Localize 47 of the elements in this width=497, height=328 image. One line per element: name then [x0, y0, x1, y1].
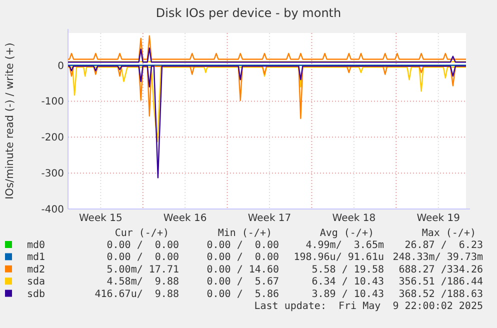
line-series — [67, 47, 467, 63]
text: 0.00 / 5.86 — [206, 288, 279, 300]
text: 368.52 /188.63 — [398, 288, 483, 300]
text: 0.00 / 0.00 — [106, 252, 179, 264]
text: Last update: Fri May 9 22:00:02 2025 — [254, 301, 483, 312]
chart-title: Disk IOs per device - by month — [156, 6, 342, 20]
text: 5.00m/ 17.71 — [106, 264, 179, 276]
text: 0.00 / 0.00 — [206, 252, 279, 264]
y-tick-label: -400 — [41, 204, 64, 216]
text: 3.89 / 10.43 — [312, 288, 384, 300]
legend-label: md1 — [27, 252, 46, 264]
y-tick-label: -300 — [41, 168, 64, 180]
x-tick-label: Week 17 — [248, 213, 292, 224]
text: Min (-/+) — [218, 228, 272, 239]
y-tick-label: -200 — [41, 132, 64, 144]
text: 0.00 / 0.00 — [106, 240, 179, 251]
y-axis-title: IOs/minute read (-) / write (+) — [4, 42, 16, 200]
x-tick-label: Week 19 — [416, 213, 460, 224]
legend-label: md2 — [27, 264, 46, 276]
text: 0.00 / 0.00 — [206, 240, 279, 251]
legend-label: md0 — [27, 240, 46, 251]
line-series — [67, 66, 467, 142]
text: 5.58 / 19.58 — [312, 264, 384, 276]
y-tick-label: -100 — [41, 96, 64, 108]
text: 356.51 /186.44 — [398, 276, 483, 288]
text: 688.27 /334.26 — [398, 264, 483, 276]
y-tick-label: 0 — [58, 60, 64, 72]
legend-label: sda — [27, 276, 46, 288]
text: Cur (-/+) — [114, 228, 169, 239]
text: 248.33m/ 39.73m — [392, 252, 483, 264]
text: Max (-/+) — [422, 228, 476, 239]
text: 416.67u/ 9.88 — [94, 288, 179, 300]
text: 4.58m/ 9.88 — [106, 276, 179, 288]
x-tick-label: Week 15 — [79, 213, 122, 224]
text: 0.00 / 14.60 — [206, 264, 279, 276]
text: 4.99m/ 3.65m — [306, 240, 384, 251]
line-series — [67, 35, 467, 60]
text: 198.96u/ 91.61u — [294, 252, 384, 264]
text: 6.34 / 10.43 — [312, 276, 384, 288]
text: 0.00 / 5.67 — [206, 276, 279, 288]
text: 26.87 / 6.23 — [404, 240, 483, 251]
line-series — [67, 65, 467, 178]
text: Avg (-/+) — [320, 228, 374, 239]
x-tick-label: Week 18 — [332, 213, 376, 224]
legend-label: sdb — [27, 288, 46, 300]
line-series — [67, 66, 467, 120]
x-tick-label: Week 16 — [163, 213, 207, 224]
